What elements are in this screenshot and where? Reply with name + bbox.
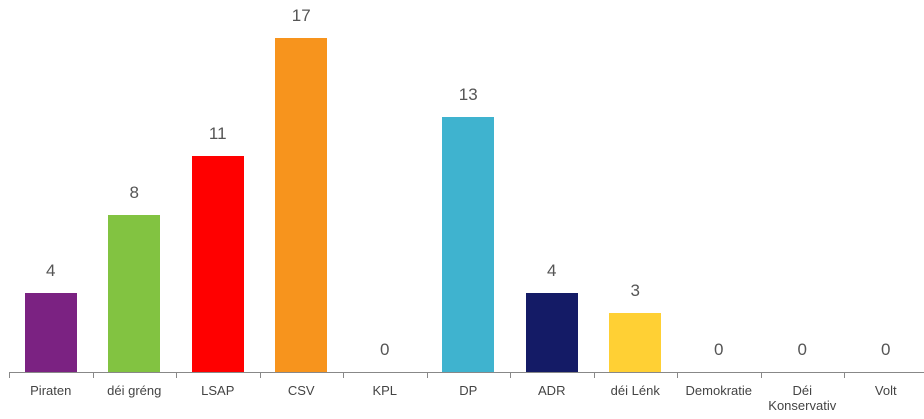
value-label: 0 [380, 340, 390, 359]
x-tick [844, 372, 845, 378]
value-label: 11 [208, 123, 227, 143]
value-label: 0 [881, 340, 891, 359]
x-tick-label: déi gréng [107, 383, 162, 398]
value-label: 8 [129, 182, 139, 202]
x-tick-label: KPL [372, 383, 398, 398]
x-tick-label: Déi Konservativ [768, 383, 837, 413]
x-axis-line [9, 372, 924, 373]
bar [609, 313, 662, 372]
value-label: 4 [46, 261, 56, 281]
x-tick-label: Volt [874, 383, 897, 398]
x-tick-label: CSV [287, 383, 315, 398]
x-tick-label: déi Lénk [610, 383, 660, 398]
bar [191, 155, 244, 372]
x-tick-label: DP [459, 383, 478, 398]
x-tick [426, 372, 428, 378]
x-tick [176, 372, 177, 378]
x-tick [760, 372, 762, 378]
x-tick-label: LSAP [201, 383, 235, 398]
bar [24, 293, 77, 372]
x-tick [343, 372, 344, 378]
value-label: 4 [547, 261, 557, 281]
x-tick [92, 372, 94, 378]
x-tick [677, 372, 678, 378]
x-tick [510, 372, 511, 378]
bar [275, 38, 328, 372]
bar [442, 116, 495, 372]
x-tick [9, 372, 10, 378]
value-label: 13 [458, 84, 478, 104]
x-tick-label: ADR [538, 383, 566, 398]
x-tick-label: Piraten [30, 383, 72, 398]
x-tick-label: Demokratie [685, 383, 752, 398]
value-label: 0 [714, 340, 724, 359]
value-label: 3 [630, 281, 640, 301]
x-tick [593, 372, 595, 378]
bar [108, 214, 161, 372]
bar [525, 293, 578, 372]
x-tick [259, 372, 261, 378]
value-label: 17 [291, 6, 311, 25]
value-label: 0 [797, 340, 807, 359]
